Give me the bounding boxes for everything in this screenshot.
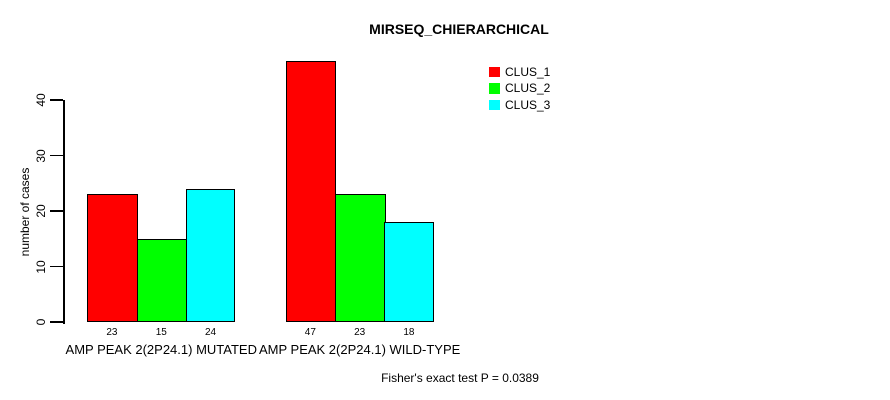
bar-value-label: 24 [204, 326, 217, 338]
y-tick-label: 30 [34, 148, 48, 163]
y-axis-tick [50, 210, 63, 212]
bar-clus_3-group2 [384, 222, 434, 322]
y-tick-label: 10 [34, 259, 48, 274]
legend-label-clus_3: CLUS_3 [505, 97, 551, 112]
y-axis-tick [50, 321, 63, 323]
legend-swatch-clus_3 [489, 99, 500, 111]
y-tick-label: 20 [34, 204, 48, 218]
y-tick-label: 40 [34, 93, 48, 107]
y-axis-tick [50, 265, 63, 268]
bar-clus_2-group2 [335, 194, 386, 322]
y-axis-tick [50, 99, 63, 101]
bar-value-label: 23 [106, 326, 118, 338]
bar-value-label: 47 [304, 326, 316, 338]
legend-label-clus_1: CLUS_1 [505, 64, 551, 79]
legend-label-clus_2: CLUS_2 [505, 81, 551, 96]
bar-value-label: 15 [155, 326, 167, 338]
bar-value-label: 18 [403, 326, 415, 338]
bar-clus_2-group1 [136, 238, 188, 322]
bar-clus_1-group2 [285, 61, 337, 322]
bar-clus_1-group1 [87, 194, 139, 322]
y-tick-label: 0 [34, 318, 48, 326]
bar-clus_3-group1 [185, 188, 236, 322]
legend-swatch-clus_1 [489, 66, 500, 77]
x-category-label: AMP PEAK 2(2P24.1) WILD-TYPE [258, 342, 461, 357]
bar-value-label: 23 [354, 326, 366, 338]
legend-swatch-clus_2 [489, 83, 500, 94]
fisher-test-note: Fisher's exact test P = 0.0389 [381, 371, 539, 385]
x-category-label: AMP PEAK 2(2P24.1) MUTATED [65, 342, 257, 357]
y-axis-line [63, 100, 65, 324]
y-axis-tick [50, 154, 63, 157]
chart-title: MIRSEQ_CHIERARCHICAL [369, 21, 549, 37]
